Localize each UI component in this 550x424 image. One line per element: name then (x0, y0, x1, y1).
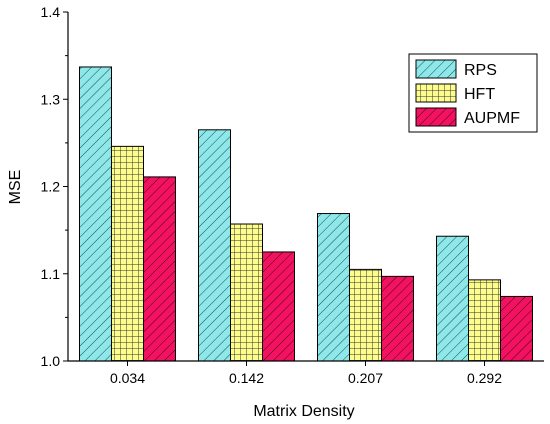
y-tick-label: 1.3 (41, 91, 61, 107)
x-tick-label: 0.142 (229, 370, 264, 386)
x-tick-label: 0.034 (110, 370, 145, 386)
x-axis-title: Matrix Density (253, 403, 354, 420)
y-axis-title: MSE (7, 170, 24, 205)
bar-rps-3 (436, 235, 469, 362)
bar-hft-1 (230, 223, 263, 362)
legend-label-aupmf: AUPMF (464, 110, 520, 127)
legend: RPS HFT AUPMF (408, 53, 538, 133)
y-tick-label: 1.0 (41, 353, 61, 369)
legend-label-hft: HFT (464, 86, 495, 103)
bar-rps-1 (198, 129, 231, 362)
bar-aupmf-3 (500, 295, 533, 362)
bar-hft-2 (349, 268, 382, 362)
y-tick-label: 1.2 (41, 179, 61, 195)
bar-rps-2 (317, 213, 350, 362)
bars-group (79, 66, 533, 362)
legend-swatch-aupmf (415, 107, 457, 127)
bar-aupmf-1 (262, 251, 295, 362)
bar-hft-0 (111, 145, 144, 362)
y-tick-label: 1.1 (41, 266, 61, 282)
x-tick-label: 0.207 (348, 370, 383, 386)
x-ticks-group: 0.034 0.142 0.207 0.292 (110, 361, 502, 386)
legend-swatch-rps (415, 59, 457, 79)
y-tick-label: 1.4 (41, 4, 61, 20)
bar-aupmf-2 (381, 275, 414, 362)
bar-aupmf-0 (143, 176, 176, 362)
y-ticks-group: 1.0 1.1 1.2 1.3 1.4 (41, 4, 68, 369)
bar-rps-0 (79, 66, 112, 362)
bar-hft-3 (468, 279, 501, 362)
legend-label-rps: RPS (464, 62, 497, 79)
x-tick-label: 0.292 (467, 370, 502, 386)
legend-swatch-hft (415, 83, 457, 103)
